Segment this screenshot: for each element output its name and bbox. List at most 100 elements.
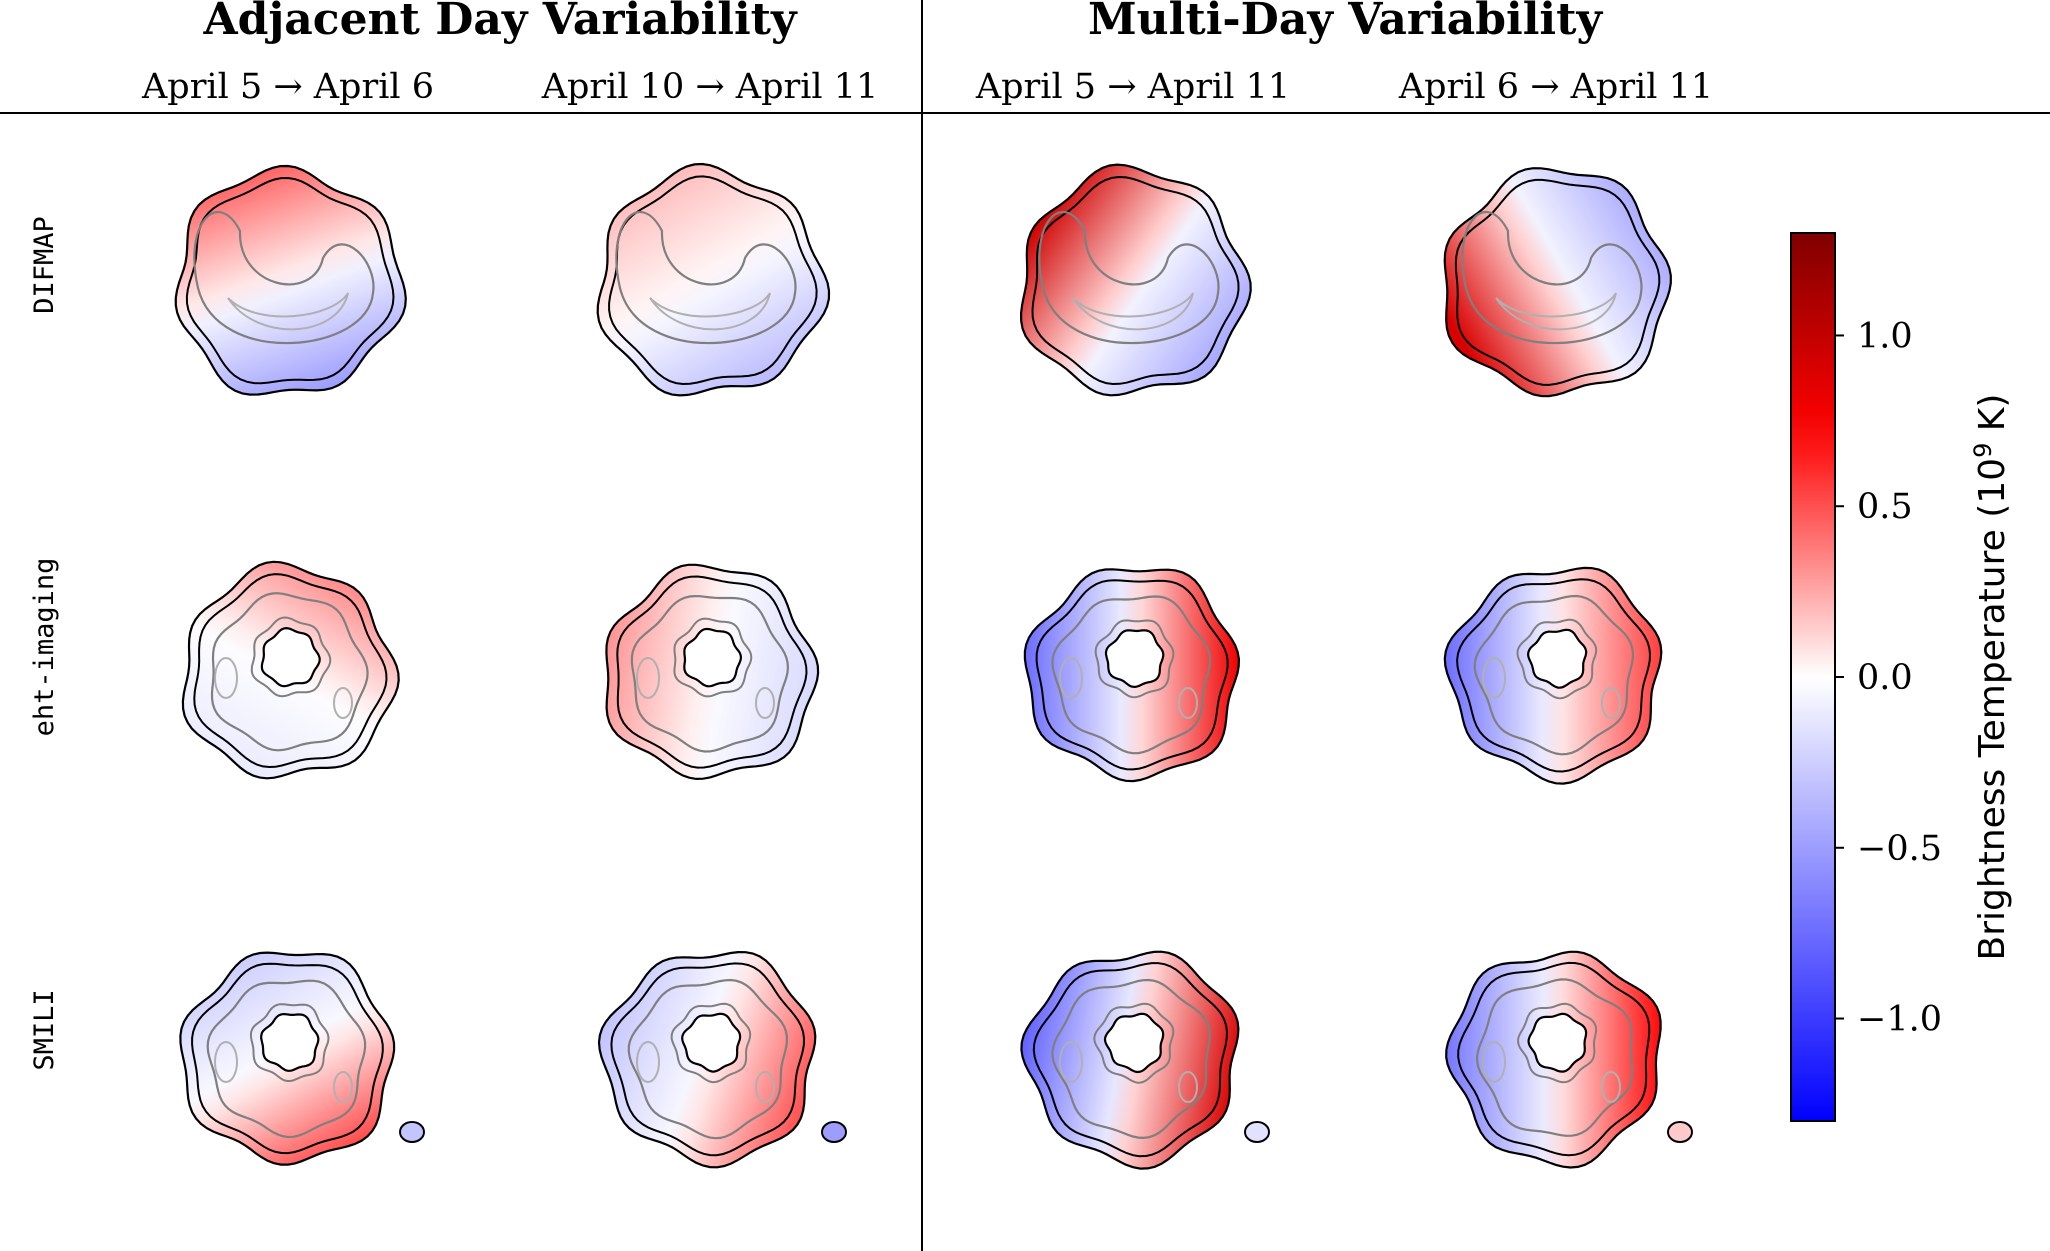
row-label-difmap: DIFMAP: [29, 216, 60, 314]
ring-hole: [260, 1012, 320, 1072]
beam-ellipse: [1667, 1121, 1693, 1143]
contour-innermost: [1482, 657, 1506, 699]
column-header-2: April 10 → April 11: [541, 67, 879, 107]
contour-outer-2: [608, 175, 818, 386]
contour-inner: [1475, 978, 1634, 1137]
image-panel: [1023, 568, 1241, 783]
image-grid: [174, 162, 1693, 1170]
colorbar-label-main: Brightness Temperature (10: [1972, 458, 2013, 961]
contour-inner: [1038, 210, 1220, 345]
contour-outer-2: [1457, 961, 1651, 1157]
beam-ellipse: [399, 1121, 425, 1143]
contour-innermost: [1178, 687, 1198, 719]
contour-outer-2: [610, 962, 806, 1157]
contour-outer-2: [1032, 962, 1229, 1158]
contour-outer: [1443, 167, 1672, 398]
column-header-3: April 5 → April 11: [975, 67, 1290, 107]
contour-innermost: [636, 657, 660, 699]
difference-map: [175, 166, 406, 395]
contour-innermost: [755, 687, 775, 719]
contour-outer-2: [1456, 578, 1652, 773]
contour-outer-2: [1031, 175, 1240, 386]
contour-innermost: [636, 1041, 660, 1083]
colorbar-tick-label: 0.5: [1857, 487, 1913, 527]
contour-outer-2: [193, 573, 388, 769]
group-title-multi: Multi-Day Variability: [1088, 0, 1604, 45]
contour-inner: [615, 210, 797, 345]
colorbar-label-exp: 9: [1969, 443, 1997, 458]
contour-outer: [1443, 566, 1663, 785]
contour-outer: [174, 164, 407, 396]
contour-outer: [181, 560, 400, 780]
ring-hole: [1527, 1012, 1588, 1073]
contour-inner: [627, 978, 788, 1140]
contour-innermost: [1482, 1041, 1506, 1083]
image-panel: [1019, 163, 1252, 397]
contour-inner: [1461, 210, 1643, 345]
contour-innermost: [1072, 292, 1194, 331]
ring-hole-contour: [1094, 619, 1175, 699]
contour-outer: [1445, 950, 1662, 1169]
ring-hole: [1526, 628, 1588, 689]
image-panel: [597, 950, 847, 1169]
group-title-adjacent: Adjacent Day Variability: [202, 0, 798, 45]
contour-outer: [596, 162, 831, 397]
contour-innermost: [1601, 1071, 1621, 1103]
difference-map: [1444, 168, 1671, 397]
contour-outer: [1023, 568, 1241, 783]
image-panel: [1445, 950, 1693, 1169]
image-panel: [181, 560, 400, 780]
contour-outer-2: [616, 575, 808, 769]
contour-innermost: [333, 687, 353, 719]
row-label-eht-imaging: eht-imaging: [29, 558, 60, 737]
colorbar-label-unit: K): [1972, 394, 2013, 443]
image-panel: [179, 951, 425, 1166]
beam-ellipse: [1244, 1121, 1270, 1143]
contour-inner: [193, 210, 375, 345]
contour-innermost: [1178, 1071, 1198, 1103]
contour-innermost: [1059, 1041, 1083, 1083]
contour-inner: [630, 594, 790, 753]
colorbar-tick-label: −0.5: [1857, 829, 1942, 869]
colorbar-tick-label: 1.0: [1857, 316, 1913, 356]
contour-inner: [206, 979, 367, 1139]
contour-innermost: [755, 1071, 775, 1103]
ring-hole: [681, 1012, 742, 1073]
contour-outer-2: [1454, 178, 1661, 386]
image-panel: [1020, 950, 1270, 1170]
contour-outer: [597, 950, 817, 1169]
contour-innermost: [227, 292, 349, 331]
contour-outer-2: [191, 962, 384, 1155]
contour-outer-2: [1035, 579, 1229, 771]
image-panel: [1443, 566, 1663, 785]
contour-innermost: [649, 292, 771, 331]
ring-hole-contour: [673, 617, 753, 698]
colorbar-tick-label: −1.0: [1857, 1000, 1942, 1040]
colorbar-tick-label: 0.0: [1857, 658, 1913, 698]
ring-hole-contour: [249, 1003, 330, 1082]
ring-hole: [1103, 1012, 1165, 1074]
contour-innermost: [214, 1041, 238, 1083]
contour-inner: [1051, 595, 1212, 755]
contour-outer-2: [185, 176, 395, 385]
image-panel: [1443, 167, 1672, 398]
beam-ellipse: [821, 1121, 847, 1143]
image-panel: [174, 164, 407, 396]
contour-outer: [605, 563, 820, 781]
contour-outer: [1019, 163, 1252, 397]
image-panel: [596, 162, 831, 397]
ring-hole-contour: [670, 1002, 752, 1084]
contour-innermost: [1601, 687, 1621, 719]
column-header-1: April 5 → April 6: [141, 67, 434, 107]
ring-hole-contour: [1093, 1002, 1175, 1084]
ring-hole: [1104, 629, 1165, 689]
contour-inner: [210, 592, 369, 752]
colorbar-gradient: [1790, 232, 1836, 1122]
contour-outer: [1020, 950, 1240, 1170]
ring-hole-contour: [1516, 618, 1598, 700]
ring-hole-contour: [250, 616, 332, 698]
ring-hole: [260, 626, 321, 688]
ring-hole-contour: [1517, 1002, 1598, 1084]
contour-innermost: [214, 657, 238, 699]
contour-inner: [1473, 594, 1634, 756]
